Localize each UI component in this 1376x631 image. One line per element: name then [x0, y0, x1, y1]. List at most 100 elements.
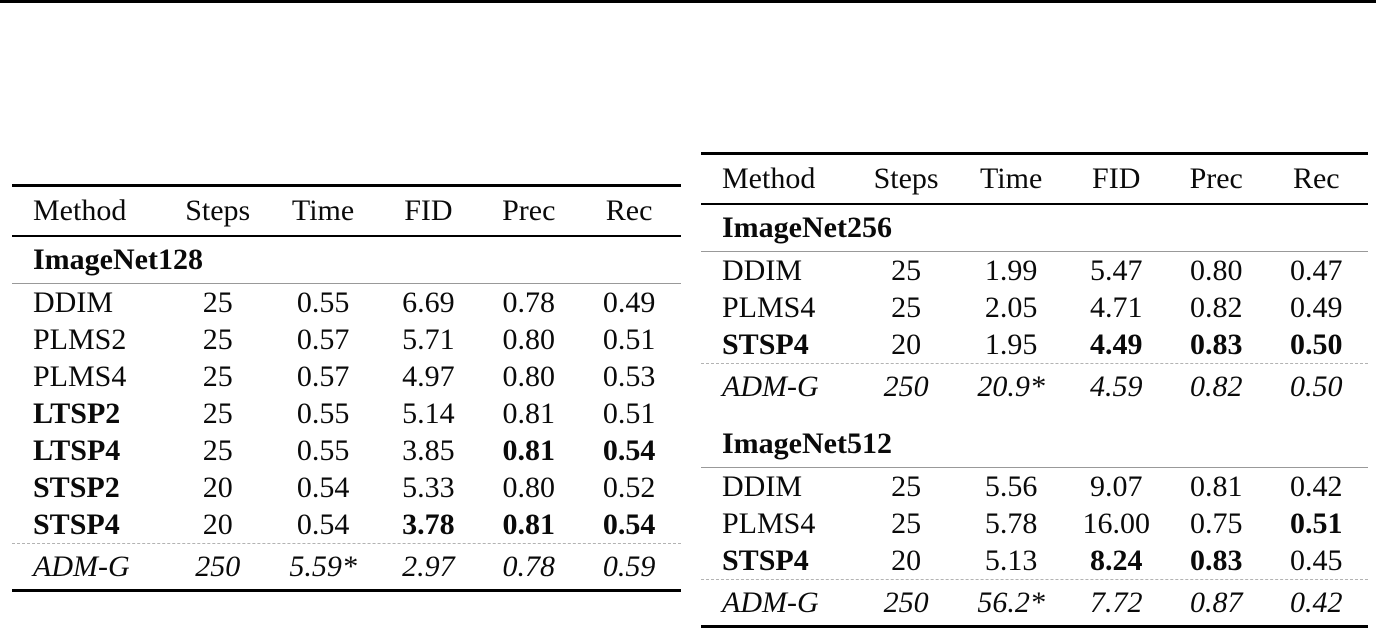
table-cell: 1.99 — [984, 253, 1038, 287]
table-cell: 0.49 — [1290, 290, 1343, 324]
results-table-imagenet128: Method Steps Time FID Prec Rec ImageNet128 DDIM… — [12, 184, 681, 592]
section-title-row: ImageNet256 — [701, 205, 1368, 252]
table-cell: 5.59* — [289, 549, 357, 583]
table-cell: 9.07 — [1089, 469, 1143, 503]
table-row: PLMS4 25 2.05 4.71 0.82 0.49 — [701, 289, 1368, 326]
table-cell: 0.82 — [1189, 290, 1243, 324]
table-cell: LTSP2 — [33, 396, 121, 430]
table-cell: 0.82 — [1189, 369, 1243, 403]
table-cell: 4.59 — [1089, 369, 1143, 403]
section-title: ImageNet256 — [722, 211, 892, 244]
table-cell: 0.53 — [602, 359, 656, 393]
table-cell: 25 — [202, 359, 233, 393]
section-title-row: ImageNet512 — [701, 421, 1368, 468]
table-cell: STSP4 — [722, 327, 809, 361]
table-cell: 0.81 — [1189, 469, 1243, 503]
table-cell: 20 — [202, 470, 233, 504]
column-header-prec: Prec — [1189, 162, 1243, 195]
section-title-row: ImageNet128 — [12, 237, 681, 284]
table-cell: 25 — [891, 506, 922, 540]
table-cell: 0.83 — [1189, 543, 1243, 577]
table-cell: 0.80 — [502, 359, 556, 393]
table-cell: 0.57 — [296, 322, 350, 356]
table-cell: 0.55 — [296, 285, 350, 319]
column-header-method: Method — [722, 162, 816, 195]
table-cell: 0.54 — [296, 470, 350, 504]
table-cell: ADM-G — [722, 585, 819, 619]
table-cell: 25 — [891, 290, 922, 324]
column-header-rec: Rec — [605, 194, 653, 227]
table-cell: 25 — [891, 253, 922, 287]
column-header-fid: FID — [404, 194, 453, 227]
table-cell: 5.56 — [984, 469, 1038, 503]
table-cell: 5.47 — [1089, 253, 1143, 287]
table-cell: 0.51 — [1290, 506, 1343, 540]
results-table-imagenet256-512: Method Steps Time FID Prec Rec ImageNet256 DDIM… — [701, 152, 1368, 628]
table-cell: 0.83 — [1189, 327, 1243, 361]
table-cell: 25 — [202, 433, 233, 467]
table-cell: 0.42 — [1290, 469, 1343, 503]
table-cell: 0.81 — [502, 433, 556, 467]
table-cell: 0.52 — [602, 470, 656, 504]
table-cell: 0.75 — [1189, 506, 1243, 540]
table-row: DDIM 25 1.99 5.47 0.80 0.47 — [701, 252, 1368, 289]
table-row: STSP2 20 0.54 5.33 0.80 0.52 — [12, 469, 681, 506]
table-cell: DDIM — [722, 253, 802, 287]
table-row: STSP4 20 0.54 3.78 0.81 0.54 — [12, 506, 681, 543]
table-cell: 25 — [202, 322, 233, 356]
table-cell: 5.13 — [984, 543, 1038, 577]
table-row: DDIM 25 5.56 9.07 0.81 0.42 — [701, 468, 1368, 505]
table-cell: DDIM — [722, 469, 802, 503]
table-cell: 25 — [891, 469, 922, 503]
table-cell: 4.71 — [1089, 290, 1143, 324]
column-header-method: Method — [33, 194, 127, 227]
table-row: ADM-G 250 5.59* 2.97 0.78 0.59 — [12, 543, 681, 589]
table-cell: 2.05 — [984, 290, 1038, 324]
table-cell: 7.72 — [1089, 585, 1143, 619]
table-cell: 0.50 — [1290, 327, 1343, 361]
table-cell: ADM-G — [33, 549, 130, 583]
section-spacer — [701, 409, 1368, 421]
table-header-row: Method Steps Time FID Prec Rec — [12, 187, 681, 237]
table-row: PLMS4 25 5.78 16.00 0.75 0.51 — [701, 505, 1368, 542]
table-cell: 5.33 — [402, 470, 455, 504]
table-cell: 3.78 — [402, 507, 455, 541]
table-cell: 20.9* — [977, 369, 1045, 403]
column-header-prec: Prec — [502, 194, 556, 227]
table-cell: 20 — [202, 507, 233, 541]
column-header-time: Time — [291, 194, 355, 227]
table-cell: 4.97 — [402, 359, 455, 393]
table-cell: PLMS4 — [722, 506, 816, 540]
table-cell: 2.97 — [402, 549, 455, 583]
column-header-steps: Steps — [185, 194, 251, 227]
table-cell: 0.81 — [502, 507, 556, 541]
table-cell: 0.80 — [502, 470, 556, 504]
table-cell: 0.42 — [1290, 585, 1343, 619]
table-cell: PLMS2 — [33, 322, 127, 356]
section-title: ImageNet512 — [722, 427, 892, 460]
table-cell: 0.54 — [602, 507, 656, 541]
table-row: ADM-G 250 20.9* 4.59 0.82 0.50 — [701, 363, 1368, 409]
table-cell: 20 — [891, 543, 922, 577]
table-cell: 0.80 — [502, 322, 556, 356]
table-cell: 0.87 — [1189, 585, 1243, 619]
table-cell: 1.95 — [984, 327, 1038, 361]
table-cell: 250 — [883, 585, 929, 619]
table-cell: 0.54 — [602, 433, 656, 467]
column-header-steps: Steps — [873, 162, 939, 195]
table-cell: ADM-G — [722, 369, 819, 403]
table-cell: 5.14 — [402, 396, 455, 430]
table-cell: 25 — [202, 396, 233, 430]
table-cell: 3.85 — [402, 433, 455, 467]
table-cell: 0.55 — [296, 433, 350, 467]
table-cell: 0.78 — [502, 285, 556, 319]
table-cell: 5.78 — [984, 506, 1038, 540]
page-top-rule — [0, 0, 1376, 3]
table-cell: 0.81 — [502, 396, 556, 430]
table-cell: 0.59 — [602, 549, 656, 583]
table-row: ADM-G 250 56.2* 7.72 0.87 0.42 — [701, 579, 1368, 625]
table-cell: 0.54 — [296, 507, 350, 541]
table-cell: 250 — [883, 369, 929, 403]
table-cell: STSP2 — [33, 470, 120, 504]
table-row: STSP4 20 5.13 8.24 0.83 0.45 — [701, 542, 1368, 579]
